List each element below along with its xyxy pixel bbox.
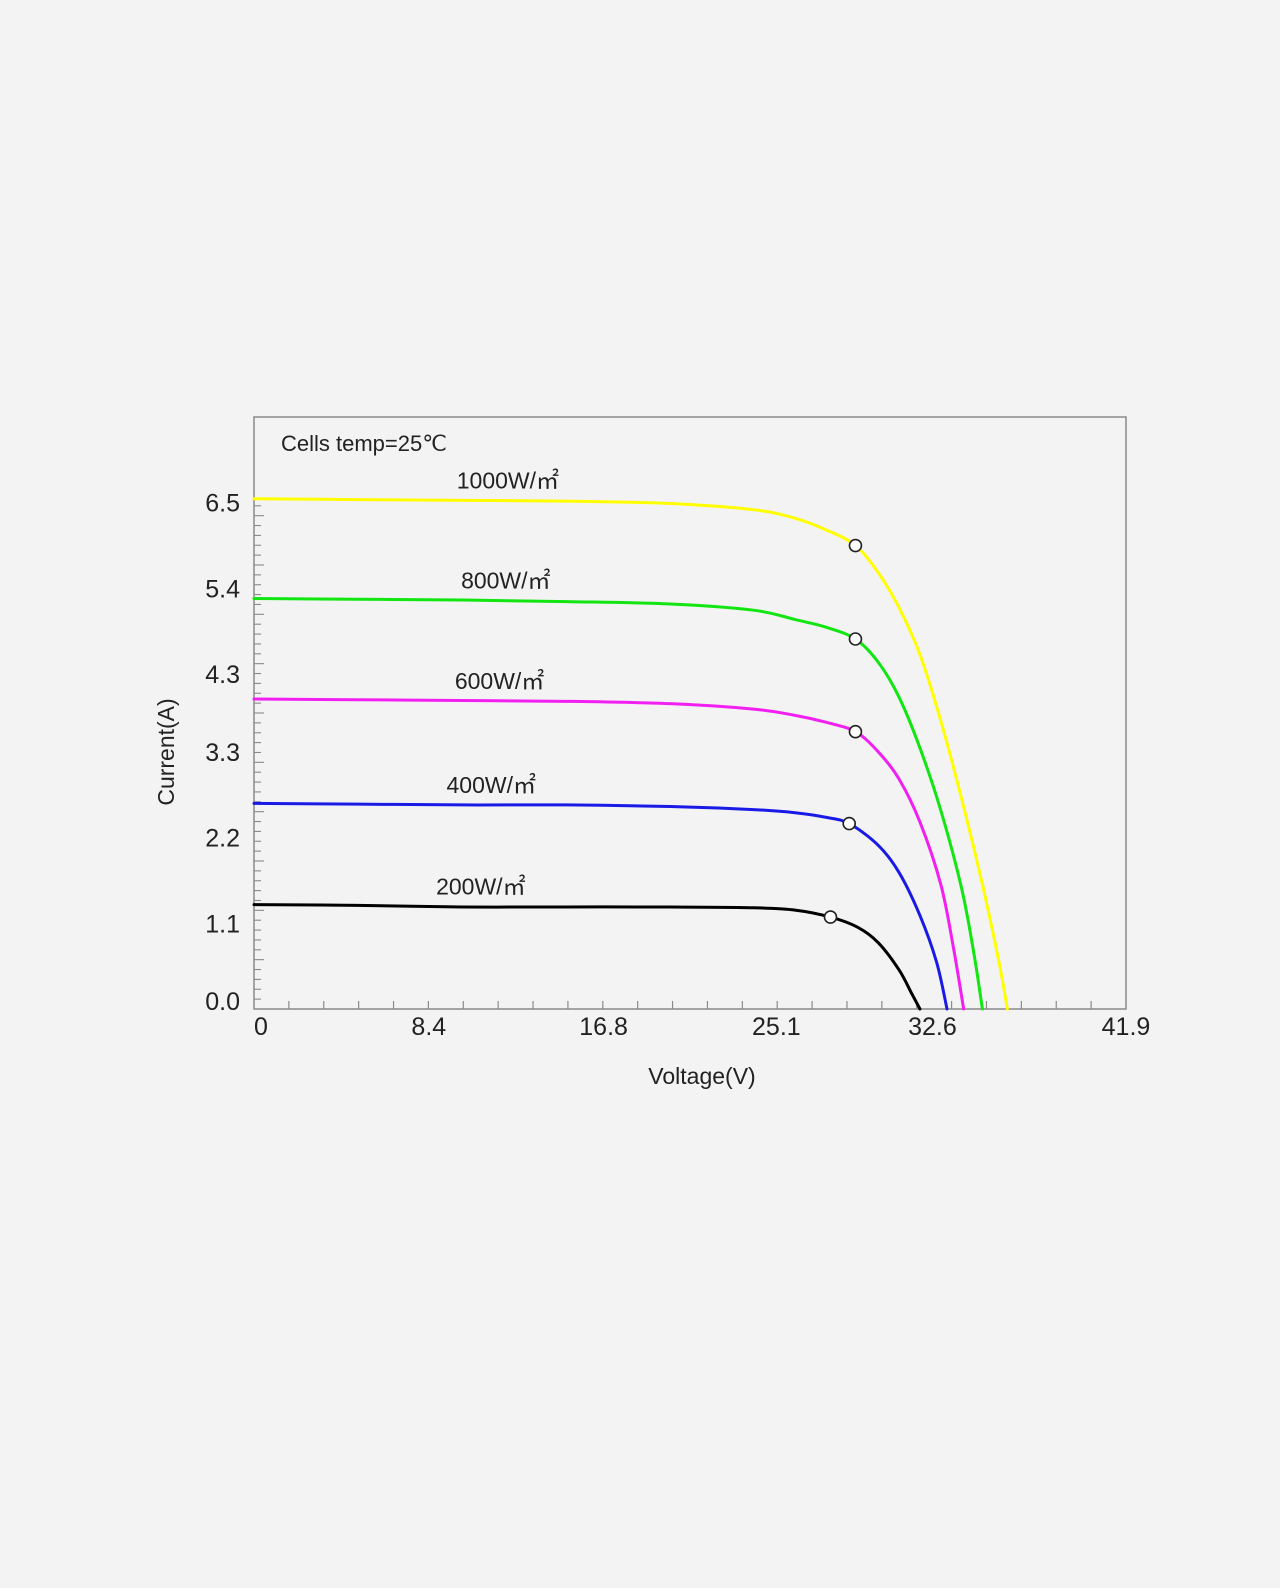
mpp-marker <box>823 910 838 924</box>
mpp-marker <box>848 724 863 739</box>
mpp-marker <box>848 538 863 553</box>
y-tick-label: 6.5 <box>205 490 240 518</box>
plot-frame <box>253 416 1127 1010</box>
x-tick-label: 41.9 <box>1102 1013 1151 1041</box>
series-label: 1000W/㎡ <box>457 468 559 494</box>
series-line <box>252 596 984 1011</box>
x-tick-labels: 0 8.4 16.8 25.1 32.6 41.9 <box>254 1013 1150 1041</box>
series-line <box>252 497 1009 1011</box>
mpp-markers <box>823 538 863 924</box>
y-tick-label: 5.4 <box>205 575 240 603</box>
x-tick-label: 0 <box>254 1013 268 1041</box>
y-tick-label: 4.3 <box>205 661 240 689</box>
series-line <box>252 903 922 1011</box>
series-label: 200W/㎡ <box>436 873 525 899</box>
x-tick-label: 25.1 <box>752 1013 801 1041</box>
x-tick-label: 8.4 <box>411 1013 446 1041</box>
mpp-marker <box>842 816 857 831</box>
y-tick-labels: 0.0 1.1 2.2 3.3 4.3 5.4 6.5 <box>205 490 240 1016</box>
series-label: 800W/㎡ <box>461 567 550 593</box>
y-tick-label: 1.1 <box>205 910 240 938</box>
y-tick-label: 0.0 <box>205 988 240 1016</box>
series-label: 600W/㎡ <box>455 668 544 694</box>
series-label: 400W/㎡ <box>447 772 536 798</box>
y-tick-label: 2.2 <box>205 825 240 853</box>
x-tick-label: 16.8 <box>579 1013 628 1041</box>
y-tick-label: 3.3 <box>205 739 240 767</box>
mpp-marker <box>848 632 863 646</box>
y-axis-label: Current(A) <box>153 698 179 805</box>
series-line <box>252 801 949 1011</box>
x-axis-label: Voltage(V) <box>648 1063 755 1089</box>
cells-temp-annotation: Cells temp=25℃ <box>281 431 447 456</box>
series-labels: 1000W/㎡ 800W/㎡ 600W/㎡ 400W/㎡ 200W/㎡ <box>436 468 559 900</box>
x-tick-label: 32.6 <box>908 1013 957 1041</box>
series-line <box>252 697 966 1011</box>
series-lines <box>252 497 1009 1011</box>
